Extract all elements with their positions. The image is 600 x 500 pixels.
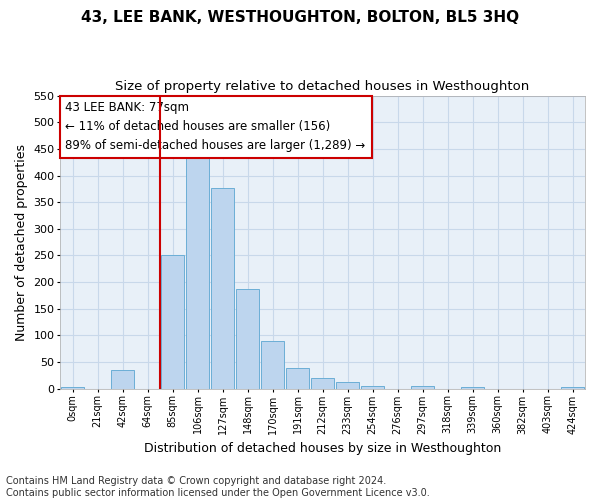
Bar	[286, 368, 309, 388]
Y-axis label: Number of detached properties: Number of detached properties	[15, 144, 28, 340]
Bar	[311, 378, 334, 388]
Bar	[412, 386, 434, 388]
Bar	[112, 370, 134, 388]
Bar	[337, 382, 359, 388]
Text: 43 LEE BANK: 77sqm
← 11% of detached houses are smaller (156)
89% of semi-detach: 43 LEE BANK: 77sqm ← 11% of detached hou…	[65, 102, 366, 152]
Bar	[61, 386, 84, 388]
Bar	[461, 386, 484, 388]
Bar	[211, 188, 234, 388]
Bar	[561, 386, 584, 388]
Bar	[361, 386, 384, 388]
Bar	[236, 289, 259, 388]
Text: Contains HM Land Registry data © Crown copyright and database right 2024.
Contai: Contains HM Land Registry data © Crown c…	[6, 476, 430, 498]
Bar	[161, 256, 184, 388]
X-axis label: Distribution of detached houses by size in Westhoughton: Distribution of detached houses by size …	[144, 442, 501, 455]
Title: Size of property relative to detached houses in Westhoughton: Size of property relative to detached ho…	[115, 80, 530, 93]
Text: 43, LEE BANK, WESTHOUGHTON, BOLTON, BL5 3HQ: 43, LEE BANK, WESTHOUGHTON, BOLTON, BL5 …	[81, 10, 519, 25]
Bar	[187, 148, 209, 388]
Bar	[262, 341, 284, 388]
